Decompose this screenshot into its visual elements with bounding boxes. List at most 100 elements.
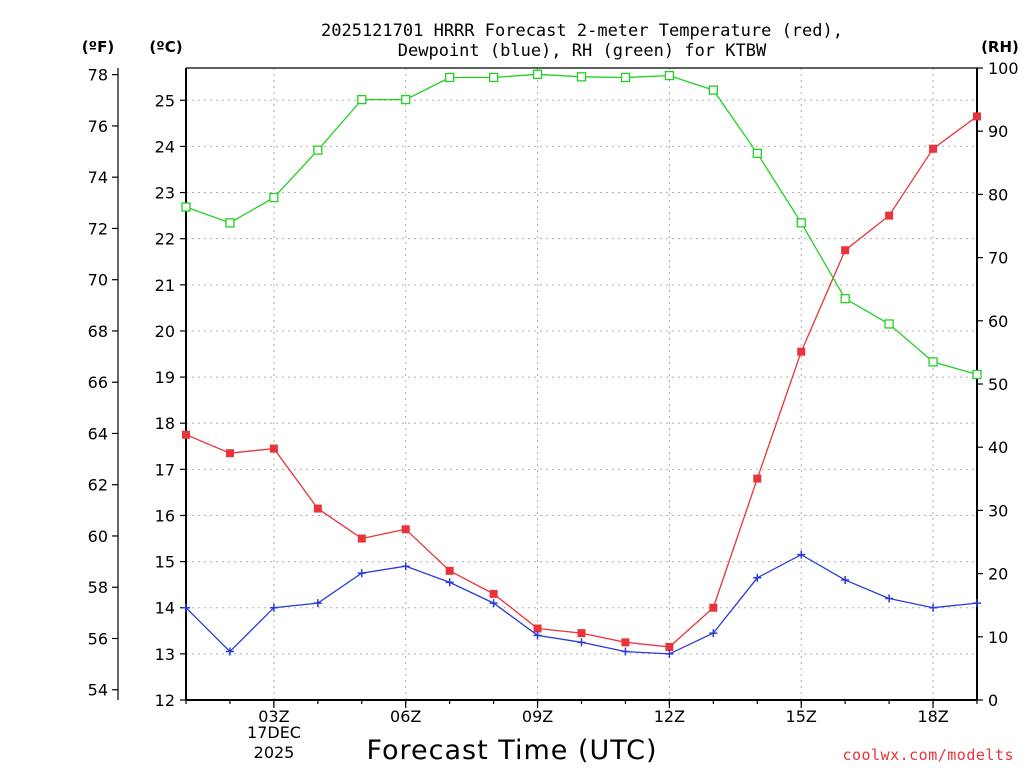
temperature-point bbox=[621, 638, 630, 647]
rh-point bbox=[488, 72, 499, 83]
dewpoint-point bbox=[357, 569, 366, 578]
rh-point bbox=[884, 319, 894, 329]
fahrenheit-tick-label: 76 bbox=[88, 117, 108, 136]
temperature-point bbox=[401, 525, 410, 534]
dewpoint-point bbox=[973, 599, 981, 608]
fahrenheit-unit-label: (ºF) bbox=[82, 38, 114, 56]
temperature-point bbox=[445, 566, 454, 575]
rh-point bbox=[796, 218, 806, 228]
celsius-tick-label: 12 bbox=[155, 691, 175, 710]
x-tick-label: 09Z bbox=[522, 707, 553, 726]
celsius-unit-label: (ºC) bbox=[149, 38, 182, 56]
fahrenheit-tick-label: 54 bbox=[88, 681, 108, 700]
rh-tick-label: 40 bbox=[988, 438, 1008, 457]
dewpoint-point bbox=[841, 576, 850, 585]
dewpoint-point bbox=[929, 603, 938, 612]
x-tick-label: 03Z bbox=[258, 707, 289, 726]
temperature-point bbox=[225, 449, 234, 458]
dewpoint-point bbox=[313, 599, 322, 608]
fahrenheit-tick-label: 66 bbox=[88, 373, 108, 392]
temperature-point bbox=[885, 211, 894, 220]
fahrenheit-tick-label: 58 bbox=[88, 578, 108, 597]
dewpoint-point bbox=[621, 647, 630, 656]
temperature-point bbox=[489, 589, 498, 598]
fahrenheit-tick-label: 60 bbox=[88, 527, 108, 546]
dewpoint-point bbox=[533, 631, 542, 640]
temperature-line bbox=[185, 115, 978, 648]
date-label-day: 17DEC bbox=[247, 723, 301, 742]
celsius-tick-label: 25 bbox=[155, 91, 175, 110]
dewpoint-point bbox=[489, 599, 498, 608]
temperature-point bbox=[182, 430, 190, 439]
temperature-point bbox=[269, 444, 278, 453]
fahrenheit-tick-label: 74 bbox=[88, 168, 108, 187]
date-label-year: 2025 bbox=[254, 743, 295, 762]
temperature-point bbox=[533, 624, 542, 633]
celsius-tick-label: 21 bbox=[155, 276, 175, 295]
x-tick-label: 06Z bbox=[390, 707, 421, 726]
celsius-tick-label: 23 bbox=[155, 184, 175, 203]
fahrenheit-tick-label: 70 bbox=[88, 271, 108, 290]
temperature-point bbox=[929, 144, 938, 153]
temperature-point bbox=[577, 629, 586, 638]
rh-tick-label: 50 bbox=[988, 375, 1008, 394]
temperature-point bbox=[753, 474, 762, 483]
rh-point bbox=[532, 69, 543, 79]
temperature-point bbox=[709, 603, 718, 612]
rh-line bbox=[185, 73, 978, 376]
rh-point bbox=[928, 357, 938, 367]
celsius-tick-label: 15 bbox=[155, 553, 175, 572]
rh-tick-label: 60 bbox=[988, 312, 1008, 331]
dewpoint-point bbox=[269, 603, 278, 612]
dewpoint-point bbox=[665, 649, 674, 658]
grid-lines bbox=[186, 68, 977, 700]
dewpoint-point bbox=[445, 578, 454, 587]
dewpoint-point bbox=[577, 638, 586, 647]
rh-point bbox=[972, 369, 982, 380]
rh-point bbox=[576, 72, 587, 82]
temperature-point bbox=[973, 112, 981, 121]
fahrenheit-tick-label: 68 bbox=[88, 322, 108, 341]
fahrenheit-tick-label: 78 bbox=[88, 66, 108, 85]
dewpoint-point bbox=[225, 647, 234, 656]
dewpoint-point bbox=[401, 562, 410, 571]
rh-tick-label: 70 bbox=[988, 249, 1008, 268]
rh-point bbox=[708, 85, 718, 95]
celsius-tick-label: 19 bbox=[155, 368, 175, 387]
celsius-tick-label: 14 bbox=[155, 599, 175, 618]
x-axis-title: Forecast Time (UTC) bbox=[366, 735, 657, 766]
rh-tick-label: 100 bbox=[988, 59, 1019, 78]
x-tick-label: 15Z bbox=[786, 707, 817, 726]
dewpoint-point bbox=[885, 594, 894, 603]
fahrenheit-tick-label: 64 bbox=[88, 424, 108, 443]
rh-point bbox=[445, 72, 455, 83]
temperature-point bbox=[313, 504, 322, 513]
data-series bbox=[181, 69, 982, 658]
temperature-point bbox=[841, 246, 850, 255]
rh-point bbox=[840, 294, 850, 304]
rh-tick-label: 90 bbox=[988, 122, 1008, 141]
celsius-tick-label: 20 bbox=[155, 322, 175, 341]
celsius-tick-label: 13 bbox=[155, 645, 175, 664]
rh-point bbox=[269, 192, 279, 203]
rh-point bbox=[181, 202, 191, 212]
rh-point bbox=[313, 145, 323, 155]
temperature-point bbox=[357, 534, 366, 543]
celsius-tick-label: 18 bbox=[155, 414, 175, 433]
celsius-tick-label: 16 bbox=[155, 506, 175, 525]
fahrenheit-tick-label: 62 bbox=[88, 476, 108, 495]
rh-tick-label: 80 bbox=[988, 185, 1008, 204]
dewpoint-point bbox=[753, 573, 762, 582]
rh-point bbox=[620, 72, 631, 83]
fahrenheit-tick-label: 72 bbox=[88, 219, 108, 238]
credit-text: coolwx.com/modelts bbox=[842, 746, 1014, 764]
chart-title-line2: Dewpoint (blue), RH (green) for KTBW bbox=[398, 41, 767, 61]
axes bbox=[112, 67, 983, 708]
chart-title-line1: 2025121701 HRRR Forecast 2-meter Tempera… bbox=[321, 21, 843, 41]
dewpoint-point bbox=[797, 550, 806, 559]
temperature-point bbox=[797, 347, 806, 356]
rh-point bbox=[401, 94, 411, 105]
fahrenheit-tick-label: 56 bbox=[88, 629, 108, 648]
rh-tick-label: 10 bbox=[988, 628, 1008, 647]
dewpoint-point bbox=[709, 629, 718, 638]
